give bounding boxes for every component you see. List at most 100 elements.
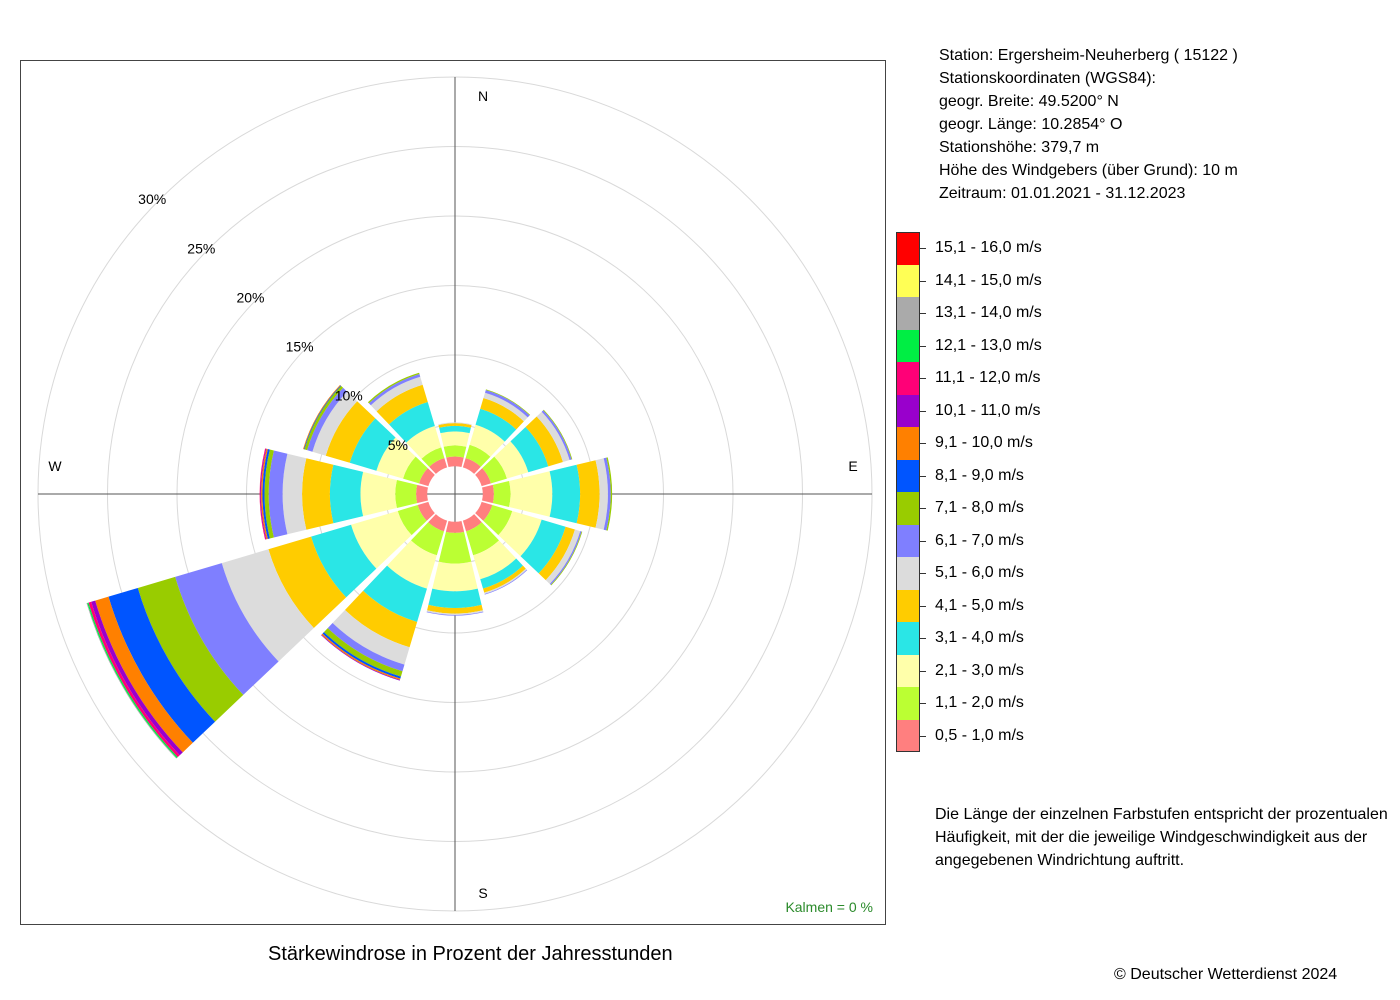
sector-270-bin-3 bbox=[360, 471, 397, 517]
ring-label-5: 5% bbox=[388, 437, 408, 453]
sector-180-bin-1 bbox=[445, 521, 465, 533]
legend-note-line-2: Häufigkeit, mit der die jeweilige Windge… bbox=[935, 829, 1368, 846]
legend-tick bbox=[920, 573, 926, 574]
sector-270-bin-9 bbox=[262, 449, 270, 539]
legend-item: 4,1 - 5,0 m/s bbox=[896, 589, 1096, 622]
sector-30-bin-7 bbox=[485, 390, 530, 418]
sector-240-bin-6 bbox=[221, 549, 314, 662]
anemometer-height: Höhe des Windgebers (über Grund): 10 m bbox=[939, 162, 1238, 179]
sector-270-bin-8 bbox=[264, 449, 274, 539]
ring-label-10: 10% bbox=[335, 388, 363, 404]
legend-tick bbox=[920, 475, 926, 477]
sector-120-bin-4 bbox=[520, 519, 566, 574]
sector-330-bin-2 bbox=[421, 447, 445, 467]
sector-90-bin-7 bbox=[603, 457, 611, 531]
sector-30-bin-6 bbox=[483, 392, 528, 422]
legend-label: 9,1 - 10,0 m/s bbox=[935, 434, 1033, 451]
legend-tick bbox=[920, 735, 926, 737]
sector-60-bin-1 bbox=[475, 468, 491, 487]
legend-label: 14,1 - 15,0 m/s bbox=[935, 271, 1042, 289]
sector-180-bin-5 bbox=[427, 604, 483, 614]
legend-tick bbox=[920, 280, 926, 282]
sector-210-bin-4 bbox=[363, 565, 427, 622]
compass-label-north: N bbox=[478, 88, 488, 104]
sector-30-bin-4 bbox=[475, 408, 517, 442]
station-latitude: geogr. Breite: 49.5200° N bbox=[939, 93, 1119, 110]
sector-150-bin-5 bbox=[483, 565, 526, 593]
legend-label: 2,1 - 3,0 m/s bbox=[935, 661, 1024, 679]
compass-label-south: S bbox=[478, 885, 487, 901]
sector-270-bin-11 bbox=[260, 448, 267, 540]
sector-150-bin-6 bbox=[484, 568, 527, 594]
sector-30-bin-1 bbox=[462, 458, 481, 474]
sector-210-bin-2 bbox=[410, 522, 444, 556]
legend-tick bbox=[920, 605, 926, 607]
sector-330-bin-6 bbox=[370, 376, 423, 412]
sector-60-bin-4 bbox=[510, 427, 549, 473]
sector-0-bin-6 bbox=[438, 422, 472, 426]
legend-tick bbox=[920, 703, 926, 704]
legend-item: 0,5 - 1,0 m/s bbox=[896, 719, 1096, 752]
sector-240-bin-8 bbox=[137, 576, 244, 722]
sector-30-bin-2 bbox=[465, 444, 491, 467]
sector-330-bin-3 bbox=[406, 426, 442, 459]
legend-tick bbox=[920, 345, 926, 347]
station-elevation: Stationshöhe: 379,7 m bbox=[939, 139, 1100, 156]
legend-item: 6,1 - 7,0 m/s bbox=[896, 524, 1096, 557]
sector-90-bin-5 bbox=[576, 460, 600, 528]
sector-330-bin-5 bbox=[376, 384, 428, 425]
sector-60-bin-2 bbox=[482, 456, 507, 484]
time-period: Zeitraum: 01.01.2021 - 31.12.2023 bbox=[939, 185, 1186, 202]
legend-swatch bbox=[896, 362, 920, 395]
legend-item: 15,1 - 16,0 m/s bbox=[896, 232, 1096, 265]
legend-label: 8,1 - 9,0 m/s bbox=[935, 466, 1024, 484]
sector-300-bin-4 bbox=[349, 418, 396, 471]
legend-note: Die Länge der einzelnen Farbstufen entsp… bbox=[935, 803, 1395, 872]
legend-item: 3,1 - 4,0 m/s bbox=[896, 622, 1096, 655]
legend-tick bbox=[920, 410, 926, 412]
sector-90-bin-6 bbox=[595, 458, 608, 530]
station-info: Station: Ergersheim-Neuherberg ( 15122 )… bbox=[939, 44, 1238, 205]
legend-tick bbox=[920, 378, 926, 379]
legend-tick bbox=[920, 508, 926, 509]
sector-90-bin-4 bbox=[549, 464, 581, 524]
legend-swatch bbox=[896, 329, 920, 362]
legend-label: 15,1 - 16,0 m/s bbox=[935, 239, 1042, 256]
sector-180-bin-7 bbox=[426, 611, 484, 616]
sector-90-bin-1 bbox=[482, 484, 494, 504]
sector-150-bin-3 bbox=[473, 540, 517, 580]
sector-0-bin-5 bbox=[438, 423, 472, 428]
legend-tick bbox=[920, 248, 926, 249]
compass-label-east: E bbox=[848, 458, 857, 474]
sector-270-bin-10 bbox=[261, 448, 268, 540]
sector-330-bin-7 bbox=[368, 374, 421, 406]
sector-270-bin-1 bbox=[416, 484, 428, 504]
sector-330-bin-1 bbox=[429, 458, 448, 474]
sector-90-bin-2 bbox=[492, 481, 511, 507]
legend-label: 1,1 - 2,0 m/s bbox=[935, 694, 1024, 711]
station-longitude: geogr. Länge: 10.2854° O bbox=[939, 116, 1123, 133]
sector-180-bin-3 bbox=[432, 561, 478, 592]
sector-0-bin-1 bbox=[446, 456, 464, 467]
copyright: © Deutscher Wetterdienst 2024 bbox=[1114, 966, 1338, 983]
sector-120-bin-2 bbox=[483, 505, 513, 536]
legend-label: 3,1 - 4,0 m/s bbox=[935, 629, 1024, 646]
sector-240-bin-9 bbox=[108, 587, 216, 743]
ring-label-20: 20% bbox=[236, 289, 264, 305]
legend-swatch bbox=[896, 492, 920, 525]
legend-item: 14,1 - 15,0 m/s bbox=[896, 264, 1096, 297]
sector-240-bin-1 bbox=[417, 501, 435, 521]
sector-120-bin-1 bbox=[475, 501, 493, 521]
sector-300-bin-7 bbox=[307, 387, 348, 452]
legend-tick bbox=[920, 313, 926, 314]
legend-label: 5,1 - 6,0 m/s bbox=[935, 564, 1024, 581]
legend-item: 13,1 - 14,0 m/s bbox=[896, 297, 1096, 330]
legend-item: 8,1 - 9,0 m/s bbox=[896, 459, 1096, 492]
sector-150-bin-2 bbox=[466, 522, 500, 556]
legend-swatch bbox=[896, 589, 920, 622]
sector-270-bin-7 bbox=[268, 450, 288, 538]
legend-swatch bbox=[896, 557, 920, 590]
sector-0-bin-2 bbox=[443, 445, 467, 458]
sector-60-bin-7 bbox=[541, 410, 572, 461]
sector-0-bin-4 bbox=[439, 425, 471, 434]
